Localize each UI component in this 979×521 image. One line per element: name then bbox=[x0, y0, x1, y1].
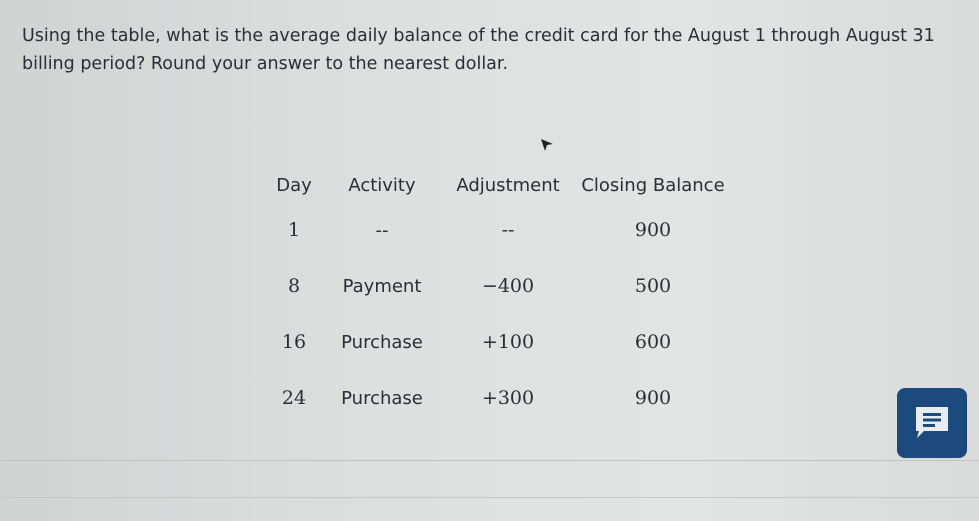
header-day: Day bbox=[276, 174, 312, 196]
cell-activity: Payment bbox=[342, 275, 422, 297]
cell-day: 1 bbox=[287, 219, 301, 241]
balance-table: Day Activity Adjustment Closing Balance … bbox=[262, 168, 728, 426]
header-closing-balance: Closing Balance bbox=[581, 174, 725, 196]
cell-day: 16 bbox=[281, 331, 307, 353]
cell-activity: Purchase bbox=[341, 387, 423, 409]
cell-adjustment: -- bbox=[501, 219, 515, 241]
table-row: 8 Payment −400 500 bbox=[262, 258, 728, 314]
header-activity: Activity bbox=[348, 174, 416, 196]
cell-activity: Purchase bbox=[341, 331, 423, 353]
table-row: 1 -- -- 900 bbox=[262, 202, 728, 258]
divider bbox=[0, 460, 979, 461]
cell-day: 8 bbox=[287, 275, 301, 297]
mouse-cursor-icon bbox=[541, 139, 553, 151]
cell-adjustment: +300 bbox=[481, 387, 535, 409]
chat-message-icon bbox=[916, 407, 948, 438]
cell-closing-balance: 600 bbox=[634, 331, 672, 353]
header-adjustment: Adjustment bbox=[456, 174, 560, 196]
chat-button[interactable] bbox=[897, 388, 967, 458]
cell-closing-balance: 900 bbox=[634, 219, 672, 241]
table-row: 16 Purchase +100 600 bbox=[262, 314, 728, 370]
cell-adjustment: +100 bbox=[481, 331, 535, 353]
table-header-row: Day Activity Adjustment Closing Balance bbox=[262, 168, 728, 202]
table-row: 24 Purchase +300 900 bbox=[262, 370, 728, 426]
cell-activity: -- bbox=[375, 219, 389, 241]
cell-day: 24 bbox=[281, 387, 307, 409]
cell-adjustment: −400 bbox=[481, 275, 535, 297]
cell-closing-balance: 500 bbox=[634, 275, 672, 297]
cell-closing-balance: 900 bbox=[634, 387, 672, 409]
divider bbox=[0, 497, 979, 498]
question-text: Using the table, what is the average dai… bbox=[22, 26, 935, 74]
